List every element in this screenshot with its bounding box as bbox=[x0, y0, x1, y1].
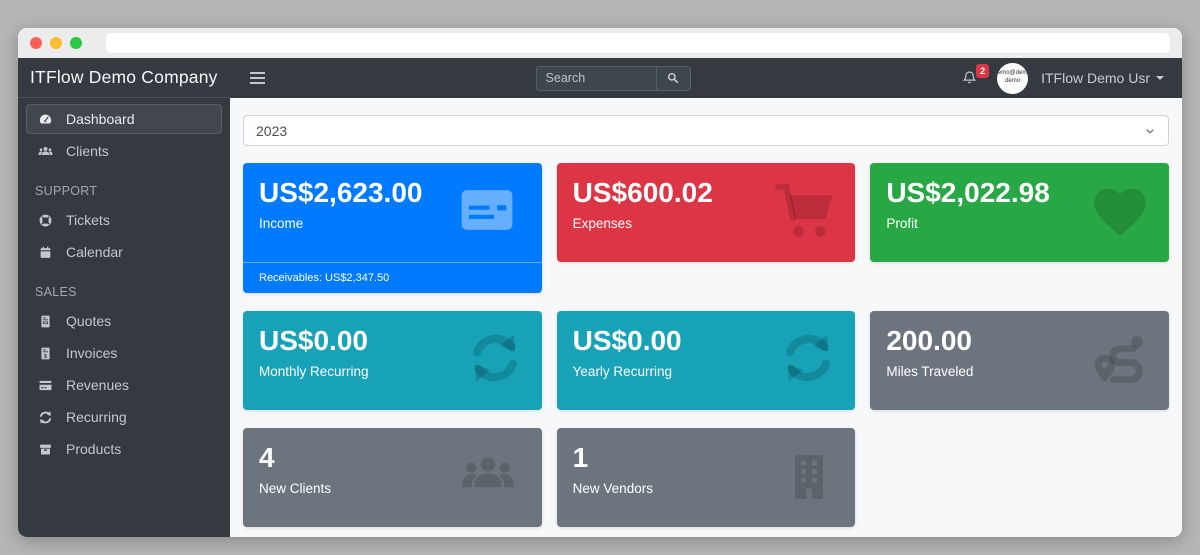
avatar-text-line1: demo@demo bbox=[997, 70, 1028, 77]
expenses-label: Expenses bbox=[572, 216, 632, 232]
sidebar-item-label: Dashboard bbox=[66, 111, 135, 127]
monthly-recurring-label: Monthly Recurring bbox=[259, 364, 369, 380]
maximize-window-button[interactable] bbox=[70, 37, 82, 49]
search-group bbox=[535, 65, 691, 91]
heart-icon bbox=[1089, 181, 1151, 243]
file-invoice-dollar-icon: $ bbox=[36, 346, 55, 361]
sidebar-item-label: Recurring bbox=[66, 409, 127, 425]
year-filter-select[interactable]: 2023 bbox=[243, 115, 1169, 146]
avatar[interactable]: demo@demo demo bbox=[997, 62, 1029, 94]
route-icon bbox=[1089, 329, 1151, 391]
sidebar-section-header-support: SUPPORT bbox=[35, 184, 98, 198]
dashboard-cards-grid: US$2,623.00 Income Receivables: US$2,347… bbox=[243, 163, 1169, 527]
income-label: Income bbox=[259, 216, 304, 232]
profit-value: US$2,022.98 bbox=[886, 177, 1050, 208]
browser-window: ITFlow Demo Company 2 bbox=[18, 28, 1182, 537]
chevron-down-icon bbox=[1144, 125, 1156, 137]
brand-title: ITFlow Demo Company bbox=[18, 58, 230, 98]
sidebar-item-invoices[interactable]: $ Invoices bbox=[26, 338, 222, 368]
credit-card-icon bbox=[36, 378, 55, 393]
miles-traveled-card[interactable]: 200.00 Miles Traveled bbox=[870, 311, 1169, 410]
navbar-right-group: 2 demo@demo demo ITFlow Demo Usr bbox=[961, 62, 1164, 94]
sync-icon bbox=[36, 410, 55, 425]
sidebar-item-dashboard[interactable]: Dashboard bbox=[26, 104, 222, 134]
monthly-recurring-card[interactable]: US$0.00 Monthly Recurring bbox=[243, 311, 542, 410]
new-clients-label: New Clients bbox=[259, 481, 332, 497]
file-invoice-icon bbox=[36, 314, 55, 329]
expenses-card[interactable]: US$600.02 Expenses bbox=[556, 163, 856, 262]
main-content: 2023 US$2,623.00 Income Receivables: US$… bbox=[230, 98, 1182, 537]
url-bar[interactable] bbox=[106, 33, 1170, 53]
credit-card-icon bbox=[450, 181, 524, 239]
new-vendors-label: New Vendors bbox=[572, 481, 653, 497]
sidebar-item-label: Products bbox=[66, 441, 122, 457]
caret-down-icon bbox=[1156, 76, 1164, 80]
income-receivables-footer: Receivables: US$2,347.50 bbox=[243, 262, 542, 293]
sidebar-item-revenues[interactable]: Revenues bbox=[26, 370, 222, 400]
sidebar-item-products[interactable]: Products bbox=[26, 434, 222, 464]
menu-toggle-bars-icon[interactable] bbox=[250, 72, 265, 84]
sync-icon bbox=[466, 329, 524, 387]
sidebar-item-recurring[interactable]: Recurring bbox=[26, 402, 222, 432]
sidebar-item-label: Quotes bbox=[66, 313, 112, 329]
income-value: US$2,623.00 bbox=[259, 177, 423, 208]
profit-label: Profit bbox=[886, 216, 918, 232]
sidebar-section-header-sales: SALES bbox=[35, 285, 77, 299]
sidebar-item-calendar[interactable]: Calendar bbox=[26, 237, 222, 267]
avatar-text-line2: demo bbox=[1005, 78, 1021, 84]
shopping-cart-icon bbox=[775, 181, 837, 243]
miles-traveled-value: 200.00 bbox=[886, 325, 972, 356]
sidebar-item-label: Tickets bbox=[66, 212, 110, 228]
life-ring-icon bbox=[36, 213, 55, 228]
new-vendors-value: 1 bbox=[572, 442, 589, 473]
magnifier-icon bbox=[666, 71, 680, 85]
miles-traveled-label: Miles Traveled bbox=[886, 364, 974, 380]
yearly-recurring-label: Yearly Recurring bbox=[572, 364, 672, 380]
top-navbar: 2 demo@demo demo ITFlow Demo Usr bbox=[230, 58, 1182, 98]
monthly-recurring-value: US$0.00 bbox=[259, 325, 368, 356]
year-filter-value: 2023 bbox=[256, 122, 288, 139]
sidebar-item-label: Revenues bbox=[66, 377, 130, 393]
users-icon bbox=[36, 144, 55, 159]
user-menu[interactable]: ITFlow Demo Usr bbox=[1041, 70, 1164, 86]
search-input[interactable] bbox=[535, 65, 656, 91]
users-icon bbox=[452, 446, 524, 502]
building-icon bbox=[781, 446, 837, 508]
tachometer-icon bbox=[36, 112, 55, 127]
sidebar-item-tickets[interactable]: Tickets bbox=[26, 205, 222, 235]
new-vendors-card[interactable]: 1 New Vendors bbox=[556, 428, 856, 527]
new-clients-card[interactable]: 4 New Clients bbox=[243, 428, 542, 527]
close-window-button[interactable] bbox=[30, 37, 42, 49]
box-icon bbox=[36, 442, 55, 457]
calendar-icon bbox=[36, 245, 55, 260]
sync-icon bbox=[779, 329, 837, 387]
sidebar-item-label: Calendar bbox=[66, 244, 123, 260]
sidebar-item-clients[interactable]: Clients bbox=[26, 136, 222, 166]
new-clients-value: 4 bbox=[259, 442, 275, 473]
expenses-value: US$600.02 bbox=[572, 177, 713, 208]
app-shell: ITFlow Demo Company 2 bbox=[18, 58, 1182, 537]
sidebar: Dashboard Clients SUPPORT Tickets Cal bbox=[18, 98, 230, 537]
income-card[interactable]: US$2,623.00 Income Receivables: US$2,347… bbox=[243, 163, 542, 293]
user-menu-label: ITFlow Demo Usr bbox=[1041, 70, 1150, 86]
notifications-button[interactable]: 2 bbox=[961, 64, 990, 87]
browser-chrome-bar bbox=[18, 28, 1182, 58]
profit-card[interactable]: US$2,022.98 Profit bbox=[870, 163, 1169, 262]
yearly-recurring-card[interactable]: US$0.00 Yearly Recurring bbox=[556, 311, 856, 410]
sidebar-item-label: Clients bbox=[66, 143, 109, 159]
yearly-recurring-value: US$0.00 bbox=[572, 325, 682, 356]
sidebar-item-quotes[interactable]: Quotes bbox=[26, 306, 222, 336]
svg-text:$: $ bbox=[44, 353, 47, 359]
search-button[interactable] bbox=[655, 65, 691, 91]
sidebar-item-label: Invoices bbox=[66, 345, 118, 361]
notification-count-badge: 2 bbox=[976, 64, 990, 78]
minimize-window-button[interactable] bbox=[50, 37, 62, 49]
bell-icon bbox=[961, 69, 978, 87]
